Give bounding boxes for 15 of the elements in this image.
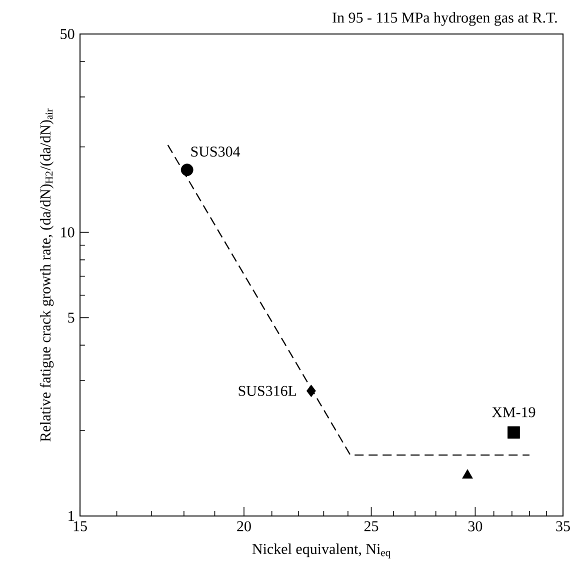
x-tick-label: 15 — [74, 521, 87, 532]
x-tick-label: 25 — [364, 521, 378, 532]
x-tick-label: 30 — [468, 521, 482, 532]
series-label: XM-19 — [492, 407, 536, 418]
y-tick-label: 50 — [60, 28, 74, 40]
y-axis-title: Relative fatigue crack growth rate, (da/dN)$_{H2}$/(da/dN)$_{air}$ — [40, 108, 54, 442]
y-tick-label: 5 — [68, 312, 74, 323]
series-label: SUS304 — [191, 146, 240, 157]
chart-title: In 95 - 115 MPa hydrogen gas at R.T. — [332, 12, 557, 26]
y-tick-label: 1 — [68, 511, 74, 521]
x-tick-label: 35 — [556, 521, 570, 532]
series-label: SUS316L — [238, 386, 296, 396]
x-tick-label: 20 — [237, 521, 251, 532]
x-axis-title: Nickel equivalent, Ni$_{eq}$ — [252, 544, 390, 558]
y-tick-label: 10 — [61, 227, 74, 238]
